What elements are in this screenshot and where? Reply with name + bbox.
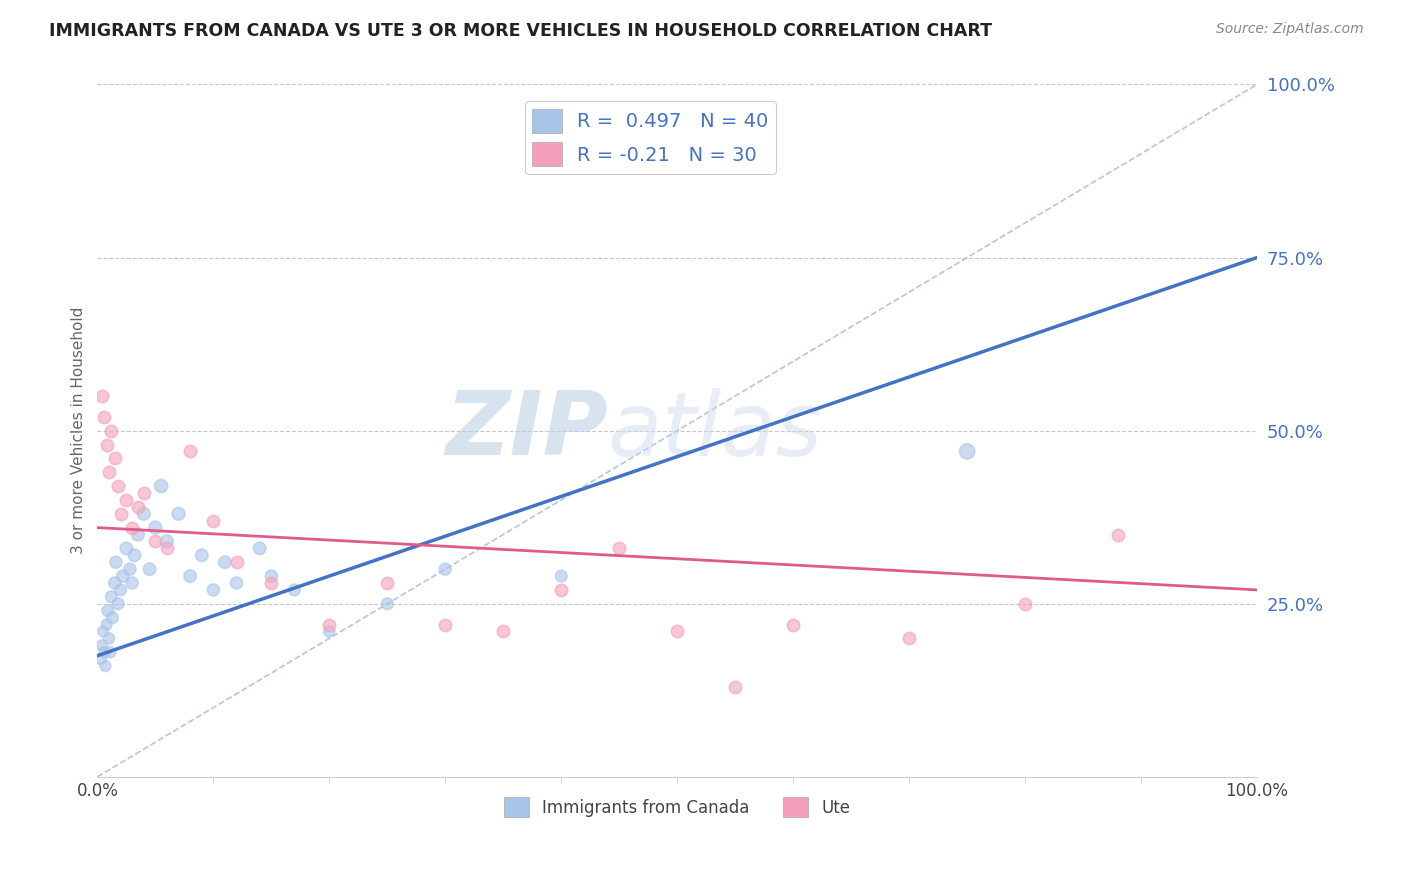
Point <box>121 520 143 534</box>
Point <box>90 652 112 666</box>
Point <box>434 562 457 576</box>
Point <box>782 617 804 632</box>
Point <box>283 582 305 597</box>
Point <box>94 659 117 673</box>
Point <box>214 555 236 569</box>
Point <box>202 514 225 528</box>
Point <box>121 576 143 591</box>
Point <box>666 624 689 639</box>
Point <box>156 541 179 556</box>
Point <box>1107 527 1129 541</box>
Point <box>98 645 121 659</box>
Point <box>91 638 114 652</box>
Point <box>1014 597 1036 611</box>
Point <box>93 645 115 659</box>
Point <box>607 541 630 556</box>
Point <box>225 576 247 591</box>
Point <box>111 569 134 583</box>
Point <box>318 617 340 632</box>
Text: IMMIGRANTS FROM CANADA VS UTE 3 OR MORE VEHICLES IN HOUSEHOLD CORRELATION CHART: IMMIGRANTS FROM CANADA VS UTE 3 OR MORE … <box>49 22 993 40</box>
Point <box>110 507 132 521</box>
Point <box>179 444 201 458</box>
Point <box>249 541 271 556</box>
Point <box>375 597 398 611</box>
Point <box>104 451 127 466</box>
Point <box>156 534 179 549</box>
Point <box>118 562 141 576</box>
Point <box>100 590 122 604</box>
Y-axis label: 3 or more Vehicles in Household: 3 or more Vehicles in Household <box>72 307 86 554</box>
Point <box>96 617 118 632</box>
Point <box>190 549 212 563</box>
Point <box>97 632 120 646</box>
Point <box>260 569 283 583</box>
Point <box>260 576 283 591</box>
Point <box>100 424 122 438</box>
Point <box>375 576 398 591</box>
Point <box>101 610 124 624</box>
Point <box>97 465 120 479</box>
Point <box>107 479 129 493</box>
Point <box>93 409 115 424</box>
Point <box>143 520 166 534</box>
Text: ZIP: ZIP <box>444 387 607 475</box>
Point <box>97 604 120 618</box>
Point <box>550 582 572 597</box>
Point <box>91 389 114 403</box>
Point <box>107 597 129 611</box>
Point <box>104 555 127 569</box>
Point <box>132 507 155 521</box>
Point <box>143 534 166 549</box>
Point <box>724 680 747 694</box>
Text: Source: ZipAtlas.com: Source: ZipAtlas.com <box>1216 22 1364 37</box>
Point <box>110 582 132 597</box>
Point <box>124 549 146 563</box>
Point <box>138 562 160 576</box>
Point <box>96 437 118 451</box>
Point <box>91 624 114 639</box>
Point <box>179 569 201 583</box>
Legend: Immigrants from Canada, Ute: Immigrants from Canada, Ute <box>498 790 858 824</box>
Point <box>132 486 155 500</box>
Point <box>492 624 515 639</box>
Point <box>127 527 149 541</box>
Point <box>115 492 138 507</box>
Point <box>434 617 457 632</box>
Point <box>115 541 138 556</box>
Point <box>318 624 340 639</box>
Point <box>167 507 190 521</box>
Point <box>150 479 173 493</box>
Point <box>104 576 127 591</box>
Text: atlas: atlas <box>607 388 823 474</box>
Point <box>202 582 225 597</box>
Point <box>898 632 921 646</box>
Point <box>956 444 979 458</box>
Point <box>225 555 247 569</box>
Point <box>127 500 149 514</box>
Point <box>550 569 572 583</box>
